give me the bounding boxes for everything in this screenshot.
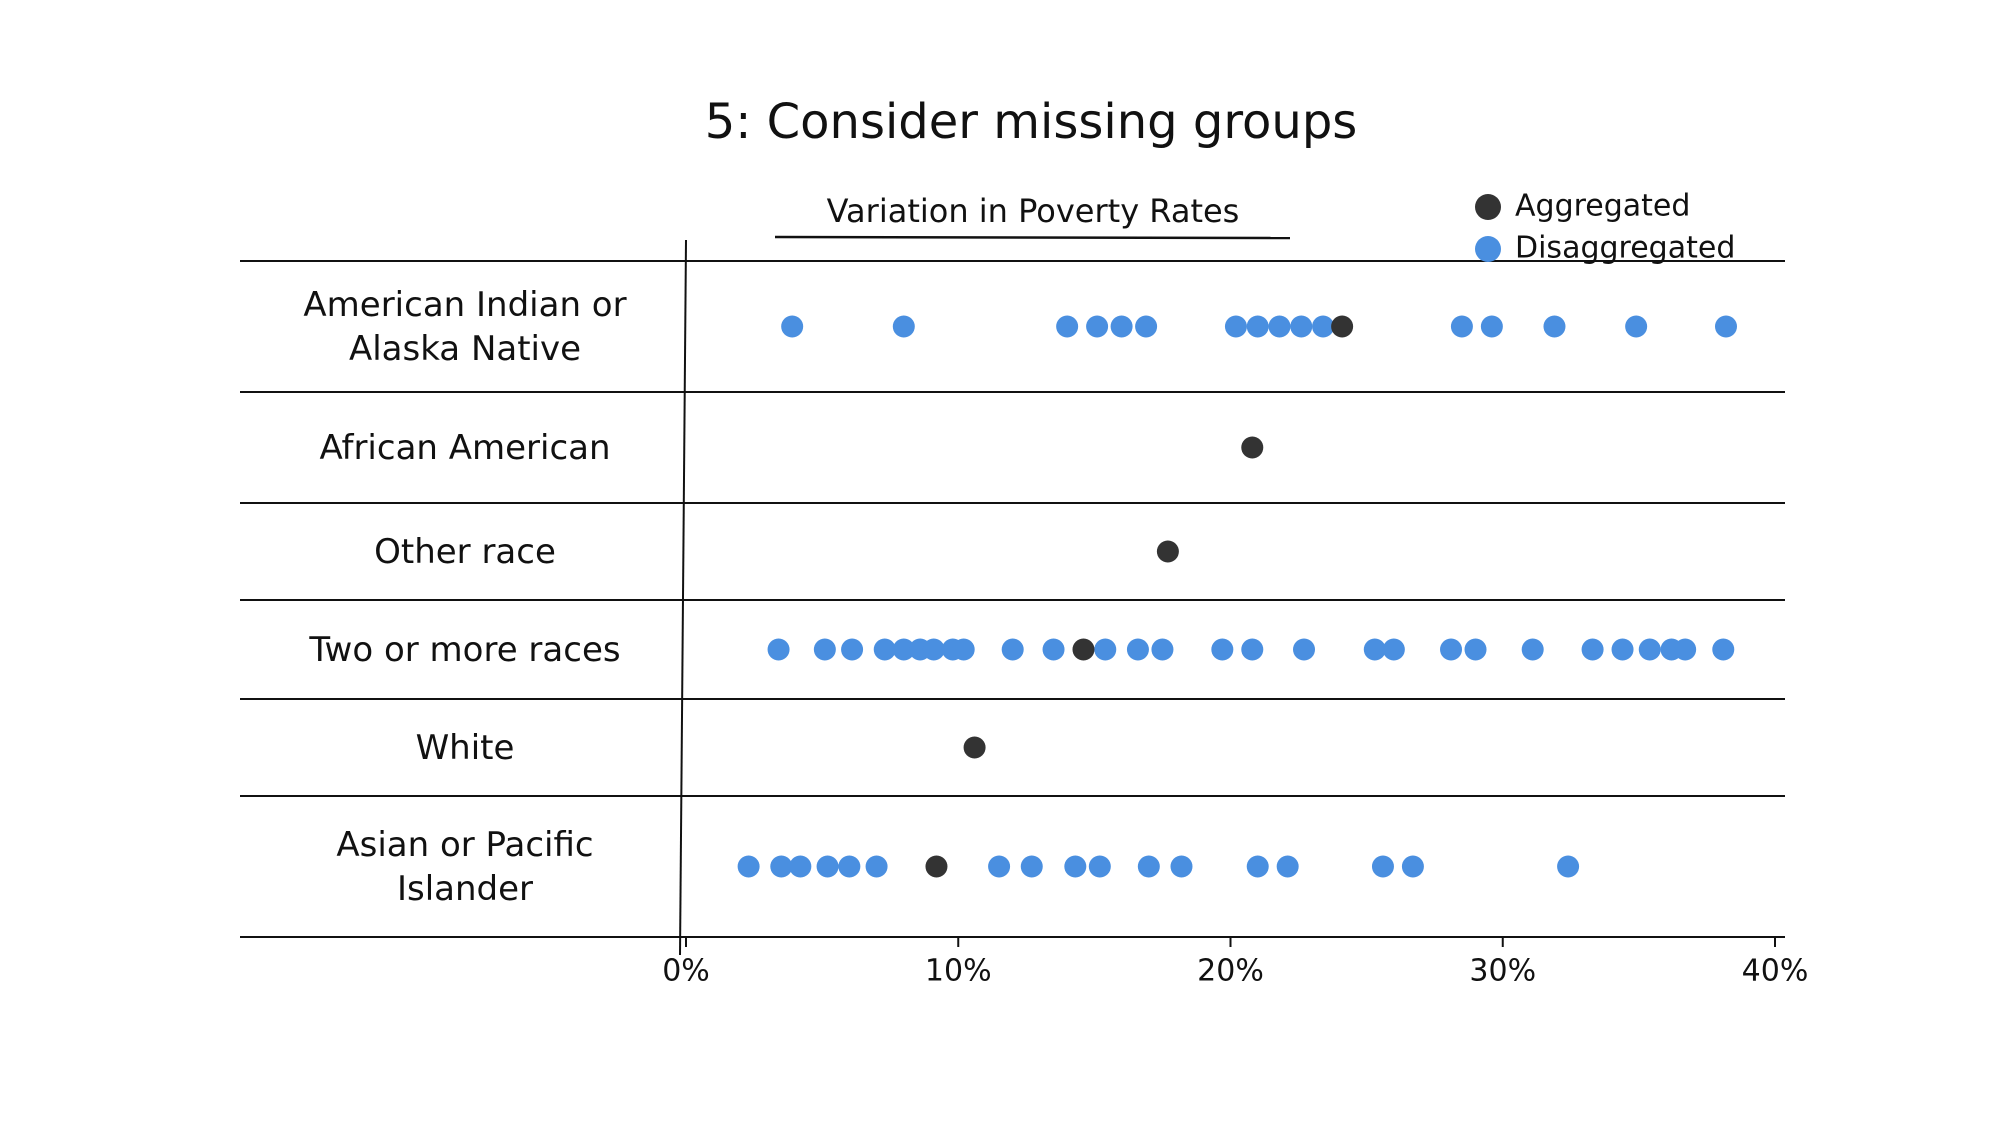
category-label: Other race — [374, 531, 556, 572]
dot — [865, 855, 888, 878]
dot — [892, 638, 915, 661]
dot — [952, 638, 975, 661]
dot — [1464, 638, 1487, 661]
dot — [988, 855, 1011, 878]
axis-divider — [679, 239, 687, 956]
x-tick-label: 10% — [925, 954, 992, 989]
x-tick-label: 0% — [662, 954, 710, 989]
dot — [841, 638, 864, 661]
legend-marker — [1475, 194, 1501, 220]
dot — [1611, 638, 1634, 661]
dot — [925, 855, 948, 878]
dot — [922, 638, 945, 661]
dot — [1450, 315, 1473, 338]
dot — [1056, 315, 1079, 338]
category-label: White — [415, 727, 515, 768]
dot — [1581, 638, 1604, 661]
dot — [1001, 638, 1024, 661]
dot — [1293, 638, 1316, 661]
dot — [1312, 315, 1335, 338]
dot — [1151, 638, 1174, 661]
dot — [1064, 855, 1087, 878]
x-tick-label: 30% — [1469, 954, 1536, 989]
dot — [1246, 855, 1269, 878]
dot — [1674, 638, 1697, 661]
dot — [1224, 315, 1247, 338]
dot — [1042, 638, 1065, 661]
dot — [767, 638, 790, 661]
dot — [1246, 315, 1269, 338]
dot — [1276, 855, 1299, 878]
legend-label: Disaggregated — [1515, 231, 1735, 266]
dot — [1290, 315, 1313, 338]
legend-marker — [1475, 236, 1501, 262]
dot — [1625, 315, 1648, 338]
dot — [1241, 638, 1264, 661]
dot — [1170, 855, 1193, 878]
dot — [1480, 315, 1503, 338]
dot — [781, 315, 804, 338]
dot — [1401, 855, 1424, 878]
dot — [789, 855, 812, 878]
chart-subtitle: Variation in Poverty Rates — [827, 192, 1240, 230]
legend-label: Aggregated — [1515, 189, 1690, 224]
dot — [963, 736, 986, 759]
dot — [1712, 638, 1735, 661]
dot — [1714, 315, 1737, 338]
dot — [1331, 315, 1354, 338]
dot — [1072, 638, 1095, 661]
dot — [770, 855, 793, 878]
dot — [1211, 638, 1234, 661]
dot — [1110, 315, 1133, 338]
dot — [737, 855, 760, 878]
x-tick-label: 20% — [1197, 954, 1264, 989]
dot — [1126, 638, 1149, 661]
category-label: Two or more races — [309, 629, 621, 670]
dot — [838, 855, 861, 878]
x-tick-label: 40% — [1742, 954, 1809, 989]
dot — [873, 638, 896, 661]
dot — [1156, 540, 1179, 563]
dot — [1088, 855, 1111, 878]
category-label: American Indian or Alaska Native — [303, 284, 627, 369]
chart-title: 5: Consider missing groups — [705, 94, 1358, 150]
dot — [813, 638, 836, 661]
dot — [892, 315, 915, 338]
dot — [1137, 855, 1160, 878]
dot — [1543, 315, 1566, 338]
dot — [1020, 855, 1043, 878]
dot — [1241, 436, 1264, 459]
category-label: African American — [319, 427, 611, 468]
dot — [1371, 855, 1394, 878]
dot — [1268, 315, 1291, 338]
dot — [1363, 638, 1386, 661]
dot — [816, 855, 839, 878]
dot — [1135, 315, 1158, 338]
dot — [1557, 855, 1580, 878]
dot — [1086, 315, 1109, 338]
category-label: Asian or Pacific Islander — [336, 824, 594, 909]
subtitle-underline — [774, 235, 1291, 240]
dot — [1440, 638, 1463, 661]
dot — [1638, 638, 1661, 661]
dot — [1382, 638, 1405, 661]
dot — [1521, 638, 1544, 661]
dot — [1094, 638, 1117, 661]
